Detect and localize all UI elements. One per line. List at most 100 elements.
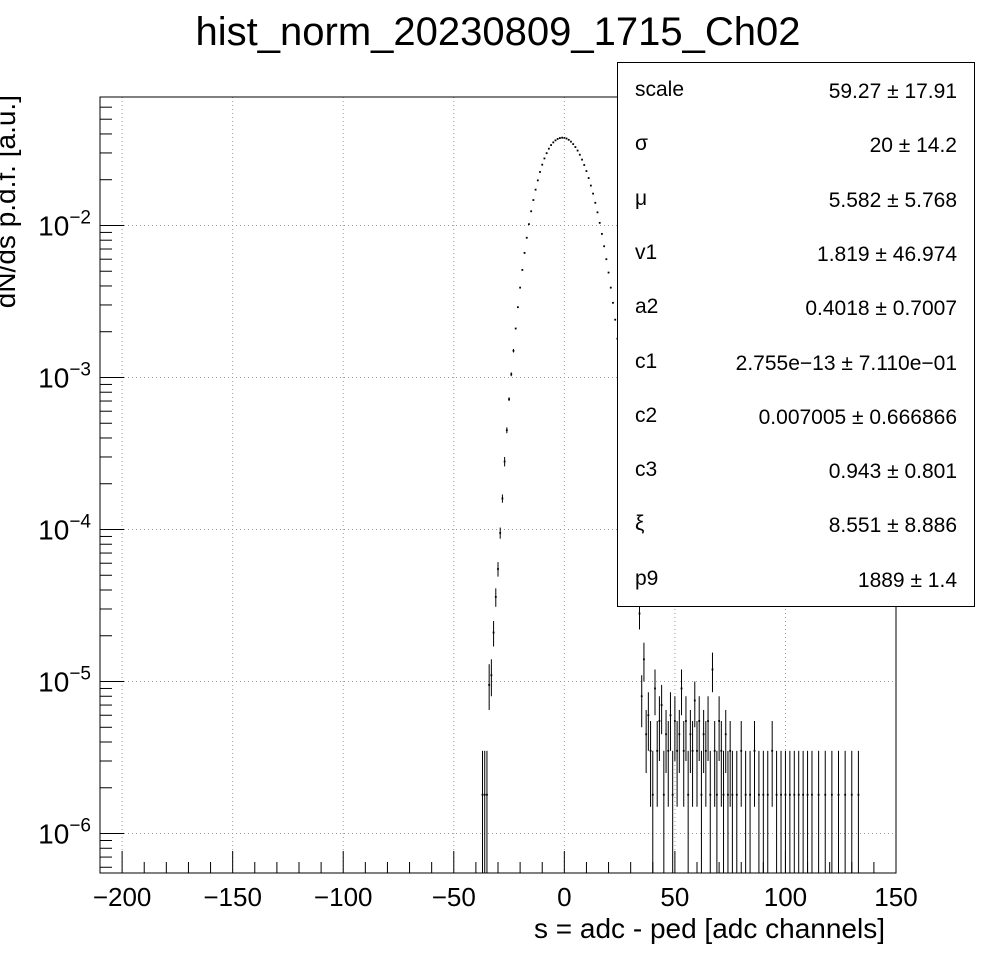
data-point bbox=[716, 793, 718, 796]
data-point bbox=[660, 704, 663, 706]
stat-value: 5.582 ± 5.768 bbox=[828, 188, 957, 212]
data-point bbox=[837, 793, 840, 796]
data-point bbox=[654, 687, 656, 690]
stat-value: 59.27 ± 17.91 bbox=[828, 80, 957, 103]
data-point bbox=[512, 349, 515, 352]
data-point bbox=[709, 793, 712, 796]
data-point bbox=[693, 699, 696, 702]
data-point bbox=[811, 793, 813, 796]
x-tick-label: 0 bbox=[557, 882, 571, 912]
data-point bbox=[857, 793, 860, 796]
data-point bbox=[766, 793, 769, 796]
data-point bbox=[505, 429, 508, 432]
data-point bbox=[510, 373, 513, 376]
data-point bbox=[784, 793, 787, 796]
data-point bbox=[570, 140, 572, 143]
data-point bbox=[711, 668, 714, 671]
data-point bbox=[713, 749, 716, 752]
data-point bbox=[824, 793, 827, 796]
stat-name: μ bbox=[635, 186, 648, 210]
stat-row: v1 1.819 ± 46.974 bbox=[618, 226, 974, 280]
stat-value: 1.819 ± 46.974 bbox=[817, 242, 957, 266]
stat-value: 2.755e−13 ± 7.110e−01 bbox=[735, 351, 957, 375]
data-point bbox=[645, 733, 648, 736]
data-point bbox=[539, 171, 541, 173]
data-point bbox=[753, 749, 756, 752]
data-point bbox=[563, 136, 566, 139]
data-point bbox=[802, 793, 805, 796]
data-point bbox=[567, 138, 570, 141]
data-point bbox=[532, 199, 535, 201]
data-point bbox=[601, 233, 603, 235]
data-point bbox=[678, 733, 681, 736]
data-points bbox=[481, 136, 860, 873]
data-point bbox=[492, 631, 495, 634]
data-point bbox=[749, 793, 751, 796]
y-axis-label: dN/ds p.d.f. [a.u.] bbox=[0, 95, 21, 308]
stat-value: 0.4018 ± 0.7007 bbox=[805, 297, 957, 321]
data-point bbox=[523, 252, 526, 254]
stat-row: ξ 8.551 ± 8.886 bbox=[618, 497, 974, 551]
data-point bbox=[702, 733, 705, 736]
data-point bbox=[576, 149, 579, 152]
data-point bbox=[490, 674, 493, 677]
data-point bbox=[844, 793, 847, 796]
stat-name: c2 bbox=[635, 403, 658, 427]
data-point bbox=[689, 733, 692, 736]
stat-name: v1 bbox=[635, 240, 658, 264]
x-tick-labels: −200 −150 −100 −50 0 50 100 150 bbox=[93, 882, 918, 912]
y-tick-labels: 10−2 10−3 10−4 10−5 10−6 bbox=[38, 207, 91, 849]
data-point bbox=[830, 793, 833, 796]
data-point bbox=[561, 136, 564, 139]
data-point bbox=[720, 749, 723, 752]
data-point bbox=[780, 793, 782, 796]
data-point bbox=[687, 793, 690, 796]
data-point bbox=[552, 141, 555, 144]
data-point bbox=[550, 144, 552, 146]
data-point bbox=[724, 733, 727, 736]
stat-name: a2 bbox=[635, 295, 659, 319]
x-tick-label: 50 bbox=[660, 882, 689, 912]
data-point bbox=[503, 460, 506, 463]
data-point bbox=[614, 318, 617, 321]
x-tick-label: −200 bbox=[93, 882, 152, 912]
data-point bbox=[609, 286, 612, 289]
stat-row: p9 1889 ± 1.4 bbox=[618, 552, 974, 606]
data-point bbox=[806, 793, 809, 796]
data-point bbox=[514, 327, 517, 330]
stat-row: μ 5.582 ± 5.768 bbox=[618, 172, 974, 226]
chart-title: hist_norm_20230809_1715_Ch02 bbox=[195, 10, 801, 54]
data-point bbox=[691, 749, 694, 752]
data-point bbox=[521, 269, 524, 271]
data-point bbox=[673, 720, 676, 722]
data-point bbox=[758, 793, 760, 796]
data-point bbox=[519, 286, 522, 289]
stat-row: c2 0.007005 ± 0.666866 bbox=[618, 389, 974, 443]
fit-statistics-box: scale 59.27 ± 17.91 σ 20 ± 14.2 μ 5.582 ± 5.7… bbox=[617, 62, 975, 607]
data-point bbox=[543, 157, 546, 160]
stat-row: scale 59.27 ± 17.91 bbox=[618, 63, 974, 117]
data-point bbox=[481, 793, 484, 796]
data-point bbox=[528, 223, 530, 226]
data-point bbox=[640, 695, 643, 698]
stat-name: p9 bbox=[635, 566, 659, 590]
data-point bbox=[556, 138, 559, 140]
data-point bbox=[667, 749, 670, 752]
data-point bbox=[704, 749, 707, 752]
x-tick-label: −50 bbox=[432, 882, 476, 912]
y-tick-label: 10−3 bbox=[38, 359, 91, 393]
data-point bbox=[682, 749, 685, 752]
data-point bbox=[517, 306, 519, 309]
data-point bbox=[669, 714, 672, 717]
data-point bbox=[559, 137, 561, 139]
stat-row: c1 2.755e−13 ± 7.110e−01 bbox=[618, 335, 974, 389]
data-point bbox=[731, 793, 734, 796]
data-point bbox=[483, 793, 486, 796]
data-point bbox=[554, 139, 557, 142]
data-point bbox=[607, 271, 610, 274]
data-point bbox=[612, 301, 614, 304]
data-point bbox=[530, 210, 533, 213]
data-point bbox=[598, 221, 601, 224]
x-tick-label: 150 bbox=[874, 882, 917, 912]
data-point bbox=[525, 236, 528, 239]
